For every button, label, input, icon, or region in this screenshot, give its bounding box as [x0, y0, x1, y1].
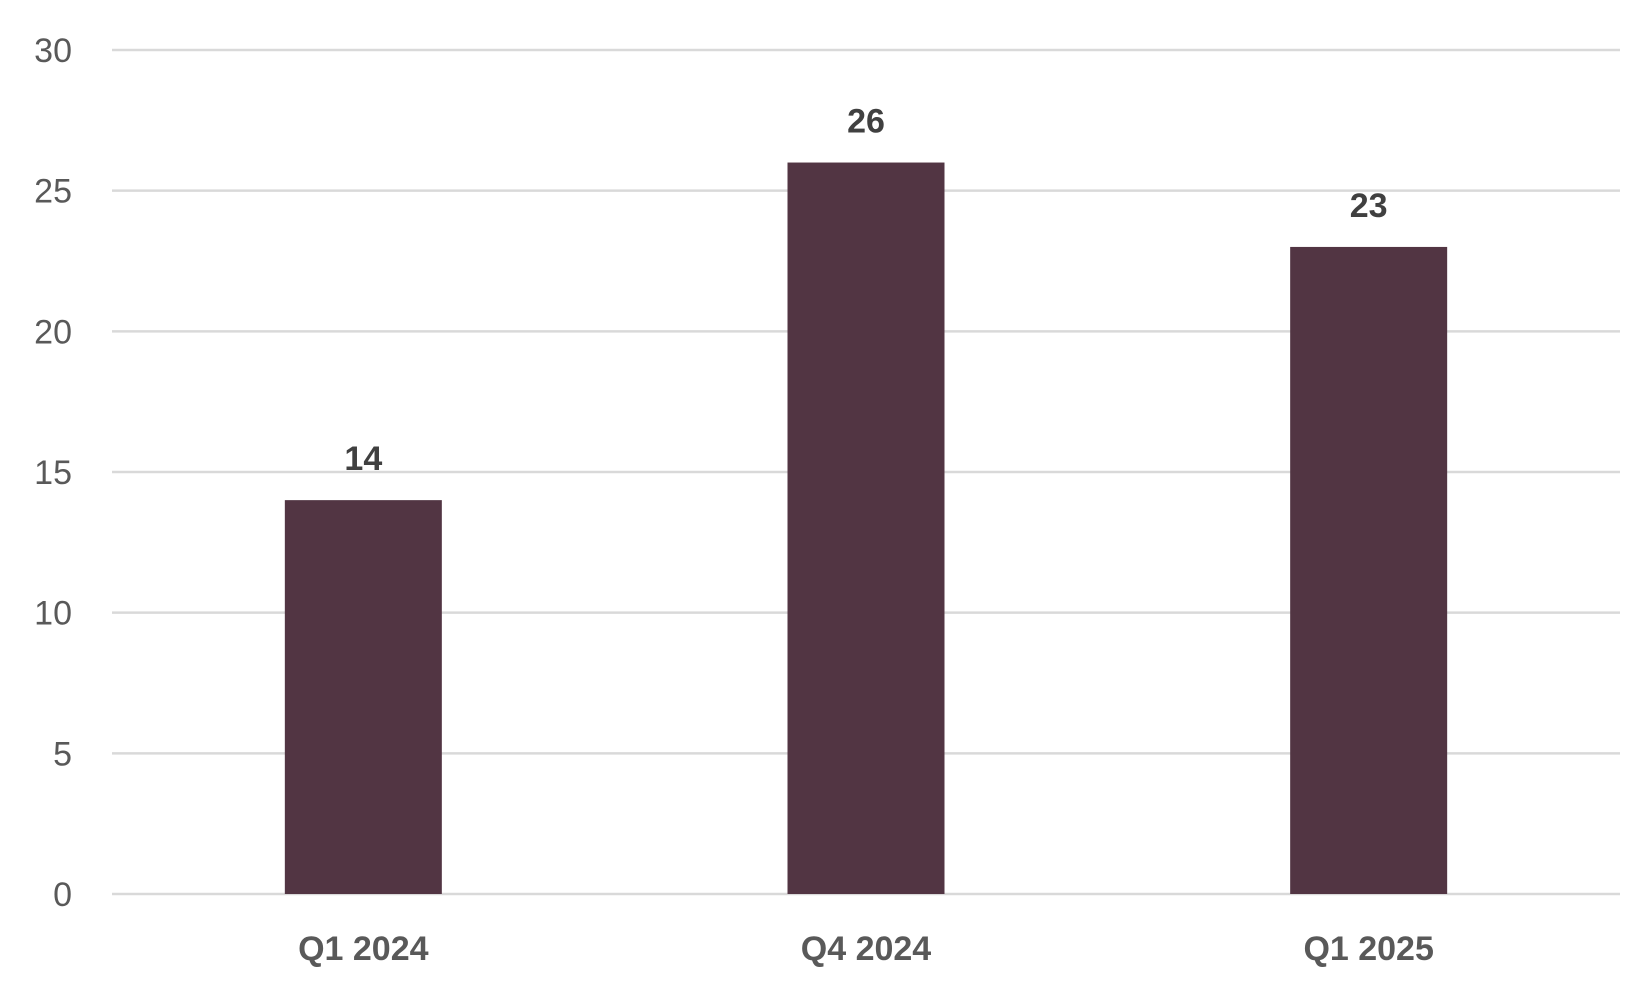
y-tick-label: 25 [34, 173, 72, 211]
y-tick-label: 30 [34, 32, 72, 70]
bar [1290, 246, 1448, 894]
bars [284, 162, 1448, 895]
x-axis-ticks: Q1 2024 Q4 2024 Q1 2025 [298, 930, 1434, 968]
data-labels: 14 26 23 [344, 103, 1387, 479]
x-tick-label: Q1 2024 [298, 930, 429, 968]
y-tick-label: 10 [34, 595, 72, 633]
data-label: 26 [847, 103, 885, 141]
data-label: 23 [1350, 187, 1388, 225]
y-axis-ticks: 0 5 10 15 20 25 30 [34, 32, 72, 914]
bar [787, 162, 945, 895]
y-tick-label: 20 [34, 313, 72, 351]
y-tick-label: 0 [53, 876, 72, 914]
y-tick-label: 5 [53, 735, 72, 773]
bar [284, 500, 442, 894]
y-tick-label: 15 [34, 454, 72, 492]
x-tick-label: Q1 2025 [1303, 930, 1433, 968]
x-tick-label: Q4 2024 [801, 930, 932, 968]
data-label: 14 [344, 440, 382, 478]
